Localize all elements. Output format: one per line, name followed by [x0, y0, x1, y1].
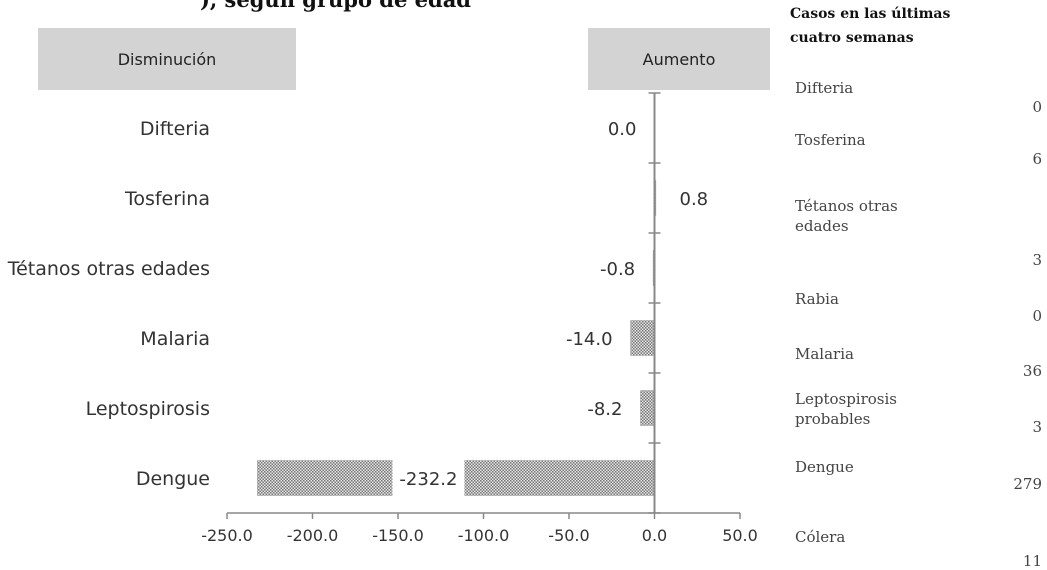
table-row-value: 0: [1032, 98, 1042, 116]
table-row-name: Tosferina: [795, 131, 866, 149]
table-row-value: 6: [1032, 150, 1042, 168]
x-tick-label: 50.0: [722, 526, 758, 545]
category-label: Tétanos otras edades: [7, 258, 210, 280]
x-tick-label: -100.0: [458, 526, 510, 545]
x-tick-label: -150.0: [372, 526, 424, 545]
table-row-value: 3: [1032, 251, 1042, 269]
table-row-value: 36: [1022, 362, 1042, 380]
data-label: -0.8: [600, 259, 635, 280]
table-row-name: Malaria: [795, 345, 854, 363]
legend-decrease: Disminución: [38, 28, 296, 90]
category-label: Malaria: [140, 328, 210, 350]
x-tick-label: -200.0: [287, 526, 339, 545]
category-label: Dengue: [136, 468, 210, 490]
data-label-box: [392, 460, 465, 496]
data-label: 0.0: [608, 119, 637, 140]
data-label: -8.2: [587, 399, 622, 420]
data-label: 0.8: [680, 189, 709, 210]
table-row-name: Dengue: [795, 458, 854, 476]
table-row-value: 11: [1022, 552, 1042, 570]
bar-chart: -250.0 -200.0 -150.0 -100.0 -50.0 0.0 50.0 Dif…: [7, 92, 758, 545]
table-row-value: 3: [1032, 418, 1042, 436]
data-label: -232.2: [399, 469, 457, 490]
chart-title: ), según grupo de edad: [200, 0, 471, 12]
table-row-value: 279: [1013, 475, 1042, 493]
category-label: Difteria: [140, 118, 210, 140]
category-label: Leptospirosis: [86, 398, 210, 420]
bar: [630, 320, 655, 356]
data-label: -14.0: [566, 329, 613, 350]
x-tick-label: 0.0: [642, 526, 667, 545]
table-row-name: Difteria: [795, 79, 854, 97]
table-row-name: Rabia: [795, 290, 839, 308]
table-row-name: Tétanos otras edades: [795, 197, 898, 235]
table-row-name: Leptospirosis probables: [795, 390, 897, 428]
table-header: Casos en las últimas cuatro semanas: [790, 6, 951, 46]
category-label: Tosferina: [124, 188, 210, 210]
legend-increase: Aumento: [588, 28, 770, 90]
x-tick-label: -50.0: [548, 526, 589, 545]
table-row-name: Cólera: [795, 528, 846, 546]
bar: [640, 390, 655, 426]
x-tick-label: -250.0: [201, 526, 253, 545]
table-row-value: 0: [1032, 307, 1042, 325]
